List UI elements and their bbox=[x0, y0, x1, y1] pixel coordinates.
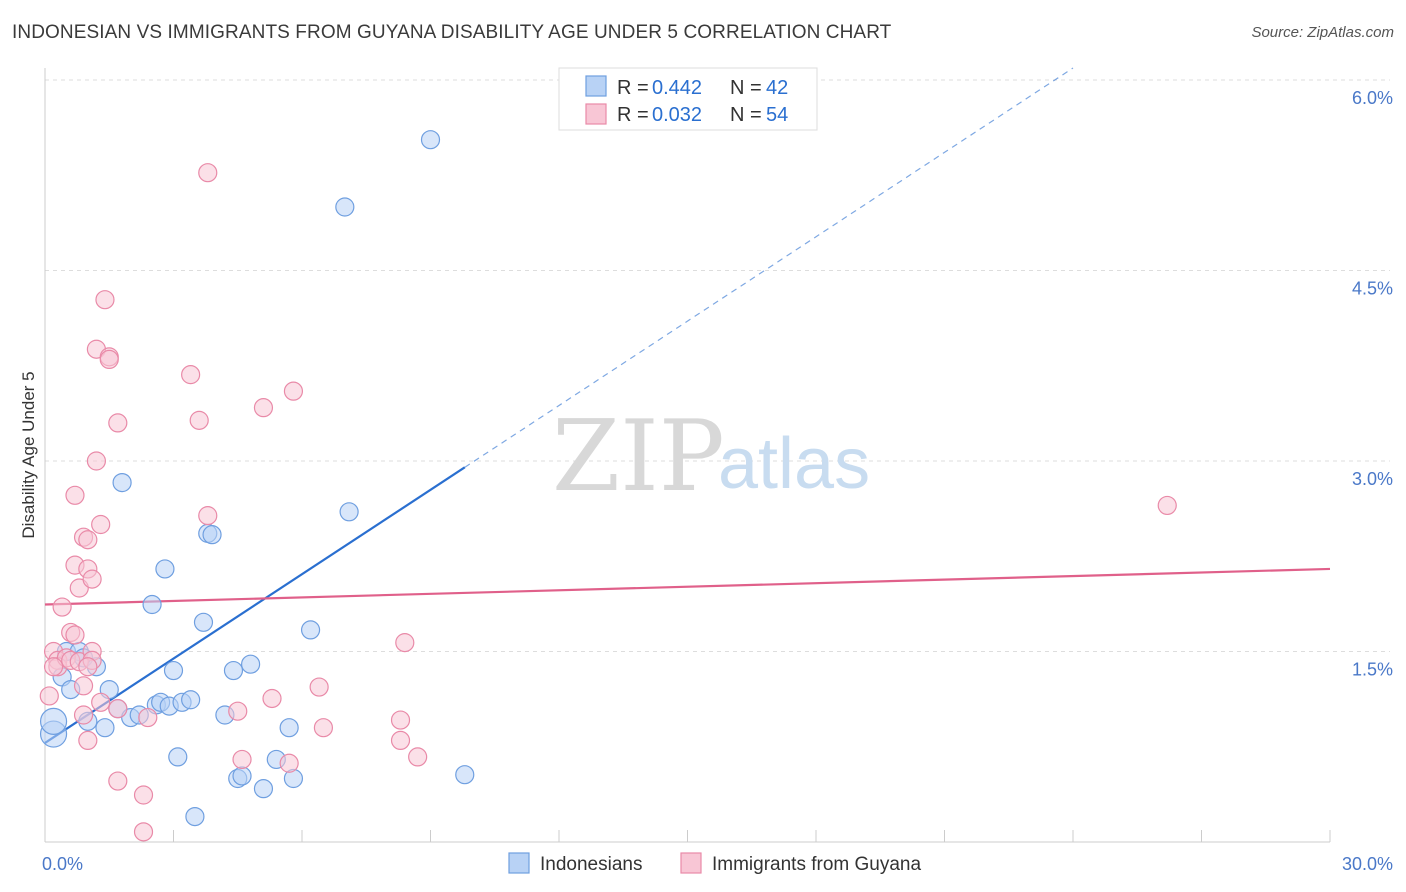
point-guyana bbox=[99, 349, 119, 369]
point-guyana bbox=[108, 699, 128, 719]
legend-swatch-indonesians bbox=[585, 75, 607, 97]
source-label: Source: ZipAtlas.com bbox=[1251, 24, 1394, 41]
legend-n-label-1: N = bbox=[730, 77, 762, 99]
legend-bottom-swatch-guyana bbox=[680, 852, 702, 874]
point-indonesians bbox=[279, 718, 299, 738]
point-guyana bbox=[133, 785, 154, 805]
point-guyana bbox=[133, 822, 154, 842]
point-indonesians bbox=[339, 502, 359, 522]
point-guyana bbox=[108, 413, 128, 433]
point-indonesians bbox=[155, 559, 175, 579]
point-indonesians bbox=[241, 654, 261, 674]
y-tick-label: 4.5% bbox=[1352, 279, 1393, 299]
point-guyana bbox=[232, 749, 252, 770]
watermark: ZIP atlas bbox=[552, 400, 870, 514]
point-guyana bbox=[189, 410, 209, 430]
point-guyana bbox=[65, 485, 85, 505]
point-indonesians bbox=[420, 130, 441, 150]
point-guyana bbox=[95, 290, 115, 310]
point-indonesians bbox=[168, 747, 188, 767]
point-indonesians bbox=[142, 594, 162, 615]
point-indonesians bbox=[95, 718, 115, 738]
point-guyana bbox=[78, 530, 98, 550]
point-guyana bbox=[78, 730, 98, 751]
point-indonesians bbox=[193, 612, 214, 632]
point-indonesians bbox=[185, 806, 205, 827]
legend-r-label-2: R = bbox=[617, 104, 649, 126]
trend-line-indonesians-extension bbox=[464, 67, 1074, 468]
legend-r-value-2: 0.032 bbox=[652, 104, 702, 126]
point-guyana bbox=[138, 707, 158, 728]
point-guyana bbox=[313, 718, 334, 738]
point-guyana bbox=[390, 730, 411, 751]
legend-n-value-1: 42 bbox=[766, 77, 788, 99]
x-tick-label-max: 30.0% bbox=[1342, 854, 1393, 874]
point-guyana bbox=[65, 625, 85, 645]
point-guyana bbox=[262, 688, 282, 709]
point-guyana bbox=[52, 597, 72, 617]
point-guyana bbox=[198, 163, 218, 183]
y-tick-label: 6.0% bbox=[1352, 88, 1393, 108]
point-indonesians bbox=[202, 525, 222, 545]
y-tick-label: 3.0% bbox=[1352, 469, 1393, 489]
x-tick-label-min: 0.0% bbox=[42, 854, 83, 874]
point-guyana bbox=[253, 398, 274, 418]
point-guyana bbox=[198, 506, 218, 526]
point-guyana bbox=[39, 686, 59, 706]
watermark-atlas: atlas bbox=[718, 424, 870, 504]
point-guyana bbox=[390, 710, 411, 730]
point-guyana bbox=[78, 657, 98, 677]
legend-bottom-swatch-indonesians bbox=[508, 852, 530, 874]
gridlines bbox=[45, 79, 1390, 652]
point-guyana bbox=[82, 569, 102, 589]
point-indonesians bbox=[223, 660, 244, 681]
legend-top: R = 0.442 N = 42 R = 0.032 N = 54 bbox=[558, 67, 818, 131]
point-guyana bbox=[279, 753, 299, 773]
y-axis-label: Disability Age Under 5 bbox=[19, 371, 38, 538]
legend-bottom-label-indonesians: Indonesians bbox=[540, 854, 642, 875]
point-indonesians bbox=[335, 197, 355, 217]
watermark-zip: ZIP bbox=[552, 400, 725, 514]
scatter-points bbox=[39, 130, 1177, 842]
point-indonesians bbox=[163, 660, 184, 681]
legend-bottom-label-guyana: Immigrants from Guyana bbox=[712, 854, 921, 875]
legend-swatch-guyana bbox=[585, 103, 607, 125]
point-indonesians bbox=[112, 472, 132, 493]
point-guyana bbox=[108, 771, 128, 791]
point-guyana bbox=[283, 381, 304, 401]
chart-title: INDONESIAN VS IMMIGRANTS FROM GUYANA DIS… bbox=[12, 22, 892, 43]
point-indonesians bbox=[181, 690, 201, 710]
legend-r-label-1: R = bbox=[617, 77, 649, 99]
trend-line-guyana bbox=[44, 567, 1331, 606]
point-guyana bbox=[1157, 495, 1177, 516]
legend-bottom: Indonesians Immigrants from Guyana bbox=[508, 852, 921, 875]
point-guyana bbox=[91, 514, 111, 535]
point-guyana bbox=[86, 451, 107, 471]
point-guyana bbox=[91, 692, 111, 712]
legend-n-label-2: N = bbox=[730, 104, 762, 126]
point-guyana bbox=[228, 701, 248, 721]
point-indonesians bbox=[39, 707, 68, 735]
point-indonesians bbox=[300, 620, 321, 640]
legend-r-value-1: 0.442 bbox=[652, 77, 702, 99]
point-guyana bbox=[309, 677, 329, 697]
point-guyana bbox=[181, 365, 201, 385]
point-guyana bbox=[43, 657, 64, 677]
x-tick-marks bbox=[173, 830, 1331, 842]
y-tick-label: 1.5% bbox=[1352, 660, 1393, 680]
point-indonesians bbox=[232, 766, 252, 786]
y-tick-labels: 1.5% 3.0% 4.5% 6.0% bbox=[1352, 88, 1393, 680]
point-indonesians bbox=[253, 779, 274, 799]
point-guyana bbox=[73, 676, 94, 696]
legend-n-value-2: 54 bbox=[766, 104, 788, 126]
point-indonesians bbox=[455, 765, 475, 785]
point-guyana bbox=[395, 633, 415, 653]
point-guyana bbox=[408, 747, 428, 767]
point-guyana bbox=[73, 705, 94, 725]
